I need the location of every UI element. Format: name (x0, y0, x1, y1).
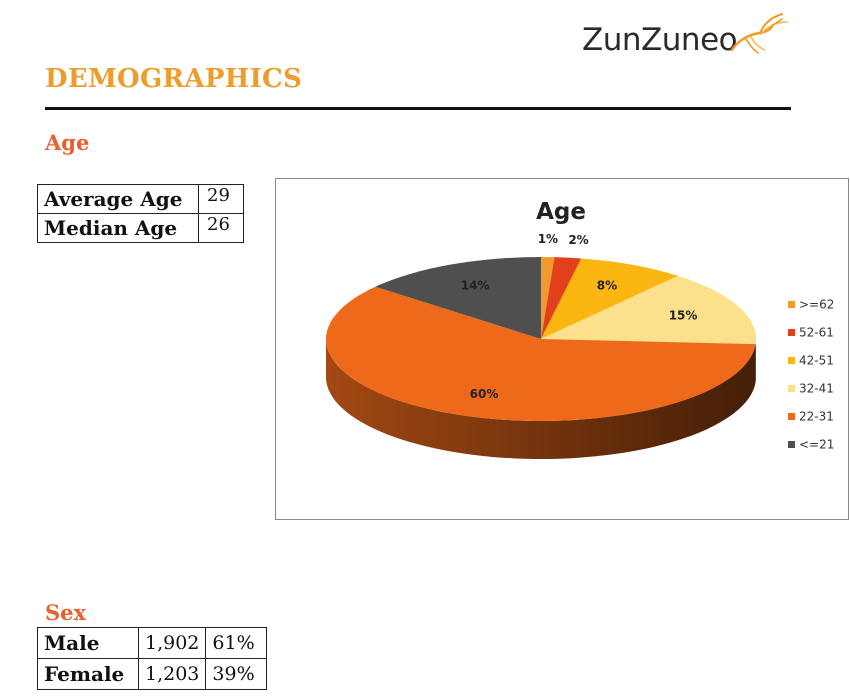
female-label: Female (37, 658, 139, 690)
legend-swatch-32-41 (788, 385, 795, 392)
pie-slice-32-41 (541, 275, 756, 345)
pie-slice-gte-62 (541, 257, 555, 339)
pie-slice-52-61 (541, 257, 582, 339)
legend-swatch-42-51 (788, 357, 795, 364)
legend-swatch-22-31 (788, 413, 795, 420)
legend-label-lte-21: <=21 (799, 438, 834, 452)
legend-swatch-gte-62 (788, 301, 795, 308)
data-label-lte-21: 14% (461, 279, 490, 293)
age-pie-chart-svg: Age 1% 2% 8% 15% 60% 14% >=62 52-61 42-51 32-41 2… (326, 199, 834, 459)
average-age-value: 29 (198, 184, 244, 214)
age-pie-chart: Age 1% 2% 8% 15% 60% 14% >=62 52-61 42-51 32-41 2… (275, 178, 849, 520)
pie-data-labels: 1% 2% 8% 15% 60% 14% (461, 232, 698, 401)
title-divider (45, 107, 791, 110)
male-count: 1,902 (137, 627, 207, 659)
table-row: Median Age 26 (37, 213, 244, 243)
table-row: Average Age 29 (37, 184, 244, 214)
sex-heading: Sex (45, 600, 87, 625)
table-row: Female 1,203 39% (37, 658, 268, 690)
female-percent: 39% (205, 658, 268, 690)
legend-label-22-31: 22-31 (799, 410, 834, 424)
hummingbird-icon (730, 13, 788, 54)
pie-slices (326, 257, 756, 459)
male-percent: 61% (205, 627, 268, 659)
pie-slice-42-51 (541, 258, 679, 339)
median-age-label: Median Age (37, 213, 199, 243)
legend-label-52-61: 52-61 (799, 326, 834, 340)
legend-label-gte-62: >=62 (799, 298, 834, 312)
pie-slice-lte-21 (375, 257, 541, 339)
legend-swatch-lte-21 (788, 441, 795, 448)
female-count: 1,203 (137, 658, 207, 690)
age-heading: Age (45, 130, 90, 155)
data-label-22-31: 60% (470, 387, 499, 401)
male-label: Male (37, 627, 139, 659)
data-label-32-41: 15% (669, 309, 698, 323)
legend-label-42-51: 42-51 (799, 354, 834, 368)
chart-legend: >=62 52-61 42-51 32-41 22-31 <=21 (788, 298, 834, 452)
age-stats-table: Average Age 29 Median Age 26 (37, 184, 244, 243)
legend-swatch-52-61 (788, 329, 795, 336)
pie-side-shade-22-31 (326, 339, 756, 459)
chart-title: Age (536, 199, 586, 225)
legend-label-32-41: 32-41 (799, 382, 834, 396)
pie-slice-22-31 (326, 286, 756, 421)
zunzuneo-logo: ZunZuneo (582, 6, 792, 62)
logo-text: ZunZuneo (582, 22, 738, 58)
data-label-gte-62: 1% (538, 232, 558, 246)
data-label-52-61: 2% (568, 233, 588, 247)
sex-stats-table: Male 1,902 61% Female 1,203 39% (37, 627, 268, 690)
data-label-42-51: 8% (597, 279, 617, 293)
average-age-label: Average Age (37, 184, 199, 214)
page-title: DEMOGRAPHICS (45, 64, 303, 94)
table-row: Male 1,902 61% (37, 627, 268, 659)
median-age-value: 26 (198, 213, 244, 243)
